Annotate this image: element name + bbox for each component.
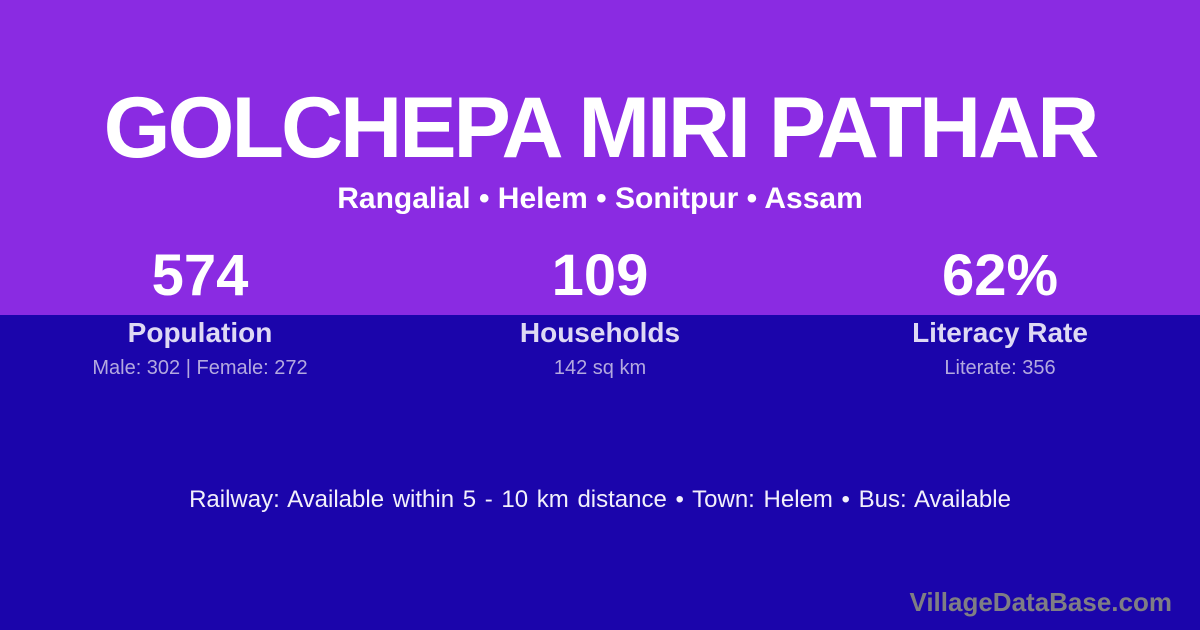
site-watermark: VillageDataBase.com [909,587,1172,617]
households-label: Households [519,317,681,348]
literacy-detail: Literate: 356 [944,357,1056,379]
amenities-info-line: Railway: Available within 5 - 10 km dist… [189,486,1011,513]
households-detail: 142 sq km [553,357,647,379]
page-title: GOLCHEPA MIRI PATHAR [103,80,1100,176]
population-label: Population [127,317,273,348]
population-stat: 574 Population Male: 302 | Female: 272 [0,243,400,380]
bottom-panel [0,315,1200,630]
population-detail: Male: 302 | Female: 272 [92,357,308,379]
households-value: 109 [551,243,649,308]
households-stat: 109 Households 142 sq km [400,243,800,380]
population-value: 574 [151,243,249,308]
location-breadcrumb: Rangalial • Helem • Sonitpur • Assam [337,182,863,215]
literacy-stat: 62% Literacy Rate Literate: 356 [800,243,1200,380]
literacy-label: Literacy Rate [912,317,1088,348]
literacy-value: 62% [941,243,1059,308]
stats-grid: 574 Population Male: 302 | Female: 272 1… [0,243,1200,380]
